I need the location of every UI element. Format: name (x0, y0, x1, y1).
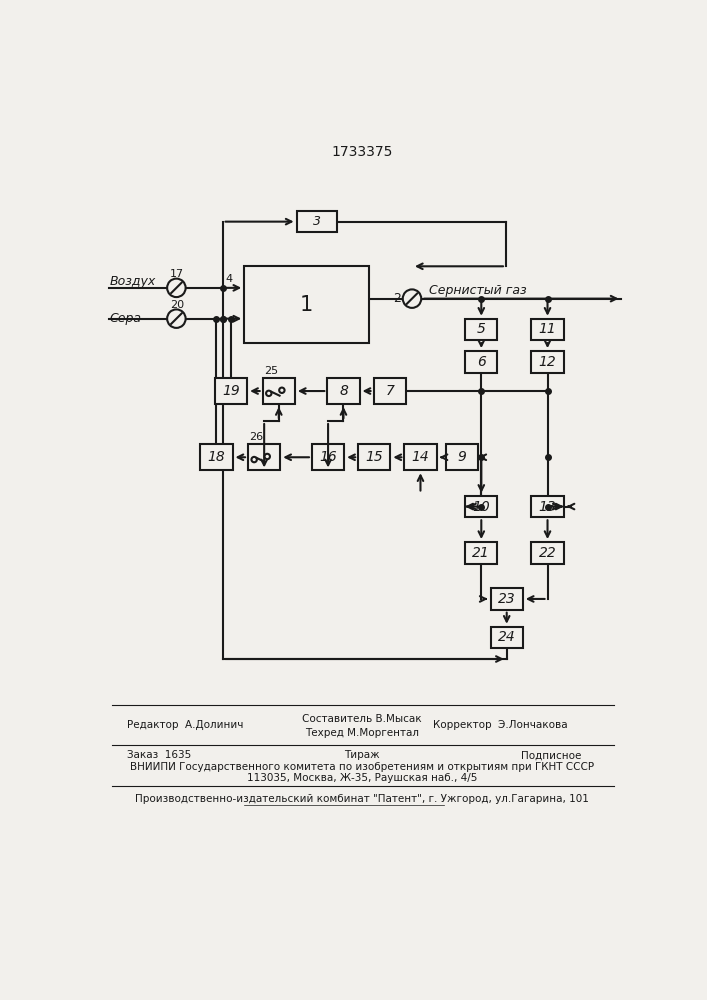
Text: 12: 12 (539, 355, 556, 369)
Bar (491, 627, 523, 648)
Bar (404, 444, 437, 470)
Circle shape (279, 388, 284, 393)
Text: 1: 1 (300, 295, 313, 315)
Bar (491, 588, 523, 610)
Text: 14: 14 (411, 450, 429, 464)
Circle shape (252, 457, 257, 462)
Bar (373, 378, 406, 404)
Bar (465, 319, 498, 340)
Text: 4: 4 (226, 274, 233, 284)
Text: 3: 3 (312, 215, 320, 228)
Text: Заказ  1635: Заказ 1635 (127, 750, 192, 760)
Bar (244, 266, 369, 343)
Bar (465, 496, 498, 517)
Text: Сера: Сера (110, 312, 141, 325)
Bar (327, 378, 360, 404)
Text: Техред М.Моргентал: Техред М.Моргентал (305, 728, 419, 738)
Text: Сернистый газ: Сернистый газ (429, 284, 527, 297)
Bar (465, 351, 498, 373)
Text: 13: 13 (539, 500, 556, 514)
Circle shape (264, 454, 270, 459)
Text: ВНИИПИ Государственного комитета по изобретениям и открытиям при ГКНТ СССР: ВНИИПИ Государственного комитета по изоб… (130, 762, 594, 772)
Bar (215, 378, 247, 404)
Text: Корректор  Э.Лончакова: Корректор Э.Лончакова (433, 720, 568, 730)
Text: 5: 5 (477, 322, 486, 336)
Bar (358, 444, 390, 470)
Bar (465, 542, 498, 564)
Text: 10: 10 (472, 500, 490, 514)
Text: 19: 19 (222, 384, 240, 398)
Text: 21: 21 (472, 546, 490, 560)
Bar (296, 211, 337, 232)
Bar (200, 444, 233, 470)
Text: 23: 23 (498, 592, 515, 606)
Bar (248, 444, 281, 470)
Text: 2: 2 (392, 292, 401, 305)
Bar (312, 444, 344, 470)
Text: Составитель В.Мысак: Составитель В.Мысак (302, 714, 422, 724)
Text: Тираж: Тираж (344, 750, 380, 760)
Text: 9: 9 (457, 450, 467, 464)
Bar (262, 378, 295, 404)
Text: Подписное: Подписное (521, 750, 582, 760)
Text: Производственно-издательский комбинат "Патент", г. Ужгород, ул.Гагарина, 101: Производственно-издательский комбинат "П… (135, 794, 589, 804)
Text: Редактор  А.Долинич: Редактор А.Долинич (127, 720, 243, 730)
Bar (532, 542, 563, 564)
Text: 22: 22 (539, 546, 556, 560)
Bar (532, 496, 563, 517)
Text: 11: 11 (539, 322, 556, 336)
Text: Воздух: Воздух (110, 275, 156, 288)
Text: 8: 8 (339, 384, 348, 398)
Circle shape (167, 309, 186, 328)
Text: 1733375: 1733375 (332, 145, 393, 159)
Text: 113035, Москва, Ж-35, Раушская наб., 4/5: 113035, Москва, Ж-35, Раушская наб., 4/5 (247, 773, 477, 783)
Text: 6: 6 (477, 355, 486, 369)
Circle shape (266, 391, 271, 396)
Circle shape (403, 289, 421, 308)
Bar (446, 444, 478, 470)
Text: 17: 17 (170, 269, 185, 279)
Text: 25: 25 (264, 366, 278, 376)
Circle shape (167, 279, 186, 297)
Text: 18: 18 (208, 450, 226, 464)
Text: 15: 15 (366, 450, 383, 464)
Bar (532, 319, 563, 340)
Text: 26: 26 (250, 432, 264, 442)
Text: 7: 7 (385, 384, 394, 398)
Text: 24: 24 (498, 630, 515, 644)
Bar (532, 351, 563, 373)
Text: 20: 20 (170, 300, 185, 310)
Text: 16: 16 (319, 450, 337, 464)
